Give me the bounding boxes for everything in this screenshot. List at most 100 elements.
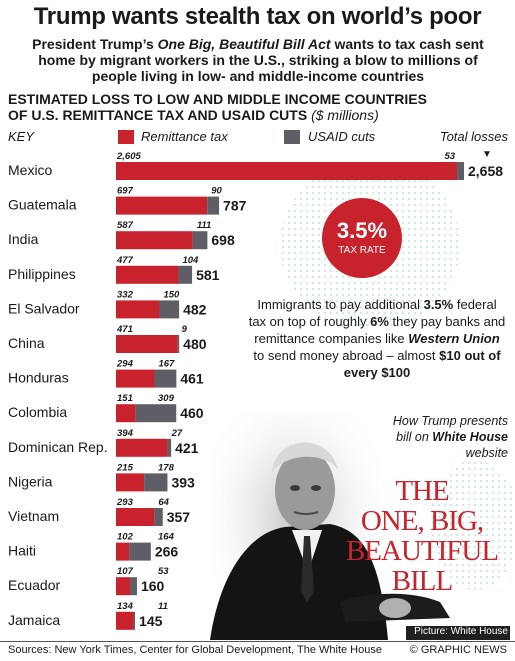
bar-usaid xyxy=(129,542,151,561)
legend: KEY Remittance tax USAID cuts Total loss… xyxy=(8,129,508,145)
data-label-total: 145 xyxy=(139,613,163,629)
bar-usaid xyxy=(130,577,137,596)
data-label-total: 266 xyxy=(155,544,179,560)
chart-title: ESTIMATED LOSS TO LOW AND MIDDLE INCOME … xyxy=(8,91,427,123)
sources: Sources: New York Times, Center for Glob… xyxy=(8,644,382,656)
page-subtitle: President Trump’s One Big, Beautiful Bil… xyxy=(32,36,484,84)
bar-remittance xyxy=(116,611,134,630)
footer-divider xyxy=(0,641,515,642)
bar-remittance xyxy=(116,404,136,423)
tax-rate-value: 3.5% xyxy=(336,218,388,243)
trump-portrait xyxy=(210,412,450,640)
bar-remittance xyxy=(116,577,131,596)
legend-swatch-usaid xyxy=(284,130,300,144)
bar-remittance xyxy=(116,300,160,319)
data-label-usaid: 167 xyxy=(158,359,175,370)
bar-usaid xyxy=(177,335,180,353)
bar-usaid xyxy=(178,265,193,284)
legend-total-label: Total losses xyxy=(439,129,508,144)
data-label-remittance: 215 xyxy=(116,462,134,473)
bar-usaid xyxy=(133,611,136,630)
category-label: Guatemala xyxy=(8,197,77,213)
category-label: Haiti xyxy=(8,543,36,559)
tax-explainer: Immigrants to pay additional 3.5% federa… xyxy=(248,297,506,380)
bar-remittance xyxy=(116,473,145,492)
data-label-usaid: 11 xyxy=(158,601,168,612)
bar-remittance xyxy=(116,265,179,284)
bar-usaid xyxy=(154,369,177,388)
bar-usaid xyxy=(144,473,168,492)
presents-caption: How Trump presents bill on White House w… xyxy=(392,414,508,460)
bar-remittance xyxy=(116,542,130,561)
data-label-total: 787 xyxy=(223,198,247,214)
category-label: Honduras xyxy=(8,370,69,386)
total-arrow-icon: ▼ xyxy=(482,149,492,160)
legend-usaid-label: USAID cuts xyxy=(308,129,376,144)
tax-rate-badge: 3.5% TAX RATE xyxy=(322,198,402,278)
data-label-remittance: 102 xyxy=(117,532,134,543)
halftone-decoration-2 xyxy=(430,460,515,590)
bar-remittance xyxy=(116,196,208,215)
data-label-remittance: 394 xyxy=(117,428,134,439)
data-label-total: 2,658 xyxy=(468,163,503,179)
data-label-remittance: 293 xyxy=(116,497,134,508)
legend-key-label: KEY xyxy=(8,129,35,144)
data-label-usaid: 9 xyxy=(182,324,188,335)
data-label-remittance: 477 xyxy=(116,255,134,266)
data-label-usaid: 90 xyxy=(211,186,222,197)
category-label: Nigeria xyxy=(8,473,53,489)
bar-remittance xyxy=(116,162,458,180)
category-label: Mexico xyxy=(8,162,53,178)
bar-usaid xyxy=(457,162,464,180)
bar-usaid xyxy=(135,404,177,423)
data-label-usaid: 111 xyxy=(197,220,211,231)
data-label-total: 482 xyxy=(183,301,207,317)
bar-remittance xyxy=(116,369,155,388)
chart-unit: ($ millions) xyxy=(311,107,379,123)
photo-credit: Picture: White House xyxy=(406,626,510,640)
data-label-remittance: 294 xyxy=(116,359,134,370)
data-label-usaid: 178 xyxy=(158,462,175,473)
category-label: Philippines xyxy=(8,266,76,282)
data-label-remittance: 471 xyxy=(116,324,133,335)
data-label-usaid: 53 xyxy=(158,566,169,577)
data-label-total: 160 xyxy=(141,578,165,594)
category-label: Colombia xyxy=(8,404,67,420)
category-label: India xyxy=(8,231,39,247)
data-label-remittance: 107 xyxy=(117,566,134,577)
data-label-remittance: 2,605 xyxy=(116,151,141,162)
data-label-usaid: 164 xyxy=(158,532,175,543)
data-label-remittance: 587 xyxy=(117,220,134,231)
data-label-remittance: 332 xyxy=(117,289,134,300)
copyright-credit: © GRAPHIC NEWS xyxy=(409,644,507,656)
data-label-usaid: 104 xyxy=(182,255,199,266)
bar-usaid xyxy=(159,300,180,319)
category-label: Jamaica xyxy=(8,612,60,628)
data-label-usaid: 53 xyxy=(444,151,455,162)
category-label: Ecuador xyxy=(8,577,60,593)
data-label-remittance: 134 xyxy=(117,601,134,612)
bar-usaid xyxy=(167,438,172,457)
category-label: China xyxy=(8,335,45,351)
bar-usaid xyxy=(207,196,220,215)
bill-banner: THE ONE, BIG, BEAUTIFUL BILL xyxy=(345,475,499,597)
category-label: Dominican Rep. xyxy=(8,439,108,455)
legend-remittance-label: Remittance tax xyxy=(141,129,228,144)
category-label: Vietnam xyxy=(8,508,59,524)
page-title: Trump wants stealth tax on world’s poor xyxy=(33,3,482,30)
data-label-usaid: 27 xyxy=(171,428,183,439)
legend-swatch-remittance xyxy=(118,130,134,144)
data-label-usaid: 309 xyxy=(158,393,175,404)
bar-remittance xyxy=(116,231,193,250)
tax-rate-caption: TAX RATE xyxy=(338,245,386,256)
data-label-total: 698 xyxy=(211,232,235,248)
data-label-total: 480 xyxy=(183,336,207,352)
bar-usaid xyxy=(192,231,208,250)
data-label-remittance: 697 xyxy=(117,186,134,197)
bar-usaid xyxy=(154,508,163,526)
category-label: El Salvador xyxy=(8,300,80,316)
bar-remittance xyxy=(116,335,178,353)
bar-remittance xyxy=(116,508,155,526)
data-label-remittance: 151 xyxy=(117,393,133,404)
